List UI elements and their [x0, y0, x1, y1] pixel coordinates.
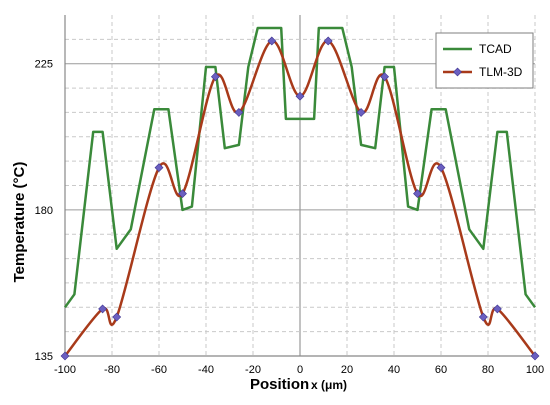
plot-frame — [64, 15, 535, 357]
y-tick-label: 180 — [35, 205, 53, 217]
y-tick-label: 225 — [35, 59, 53, 71]
legend: TCAD TLM-3D — [435, 32, 534, 89]
data-point-tlm3d — [436, 163, 446, 173]
x-tick-label: -100 — [54, 364, 76, 376]
x-tick-label: 80 — [482, 364, 494, 376]
data-point-tlm3d — [323, 36, 333, 46]
data-point-tlm3d — [267, 36, 277, 46]
x-tick-label: -60 — [151, 364, 167, 376]
series-line-tcad — [63, 26, 537, 309]
x-tick-label: -20 — [245, 364, 261, 376]
x-tick-label: -80 — [104, 364, 120, 376]
y-tick-label: 135 — [35, 351, 53, 363]
data-point-tlm3d — [492, 304, 502, 314]
y-axis-label: Temperature (°C) — [11, 162, 28, 283]
legend-label-tlm3d: TLM-3D — [479, 65, 523, 79]
legend-label-tcad: TCAD — [479, 42, 512, 56]
x-axis-label: Position — [250, 376, 309, 393]
data-point-tlm3d — [413, 189, 422, 199]
x-tick-label: 0 — [297, 364, 303, 376]
data-point-tlm3d — [178, 189, 187, 199]
x-tick-label: 60 — [435, 364, 447, 376]
data-point-tlm3d — [234, 108, 244, 117]
data-point-tlm3d — [478, 312, 488, 322]
data-point-tlm3d — [210, 72, 220, 82]
x-tick-label: 100 — [526, 364, 544, 376]
data-point-tlm3d — [530, 351, 540, 361]
x-tick-label: 20 — [341, 364, 353, 376]
data-point-tlm3d — [98, 304, 108, 314]
data-point-tlm3d — [380, 72, 390, 82]
x-tick-label: 40 — [388, 364, 400, 376]
data-point-tlm3d — [60, 351, 70, 361]
tick-labels: -100 -80 -60 -40 -20 0 20 40 60 80 100 135 180 225 — [35, 59, 545, 376]
x-tick-label: -40 — [198, 364, 214, 376]
legend-marker-tlm3d — [453, 67, 462, 77]
data-point-tlm3d — [356, 108, 366, 117]
series-layer — [60, 26, 540, 361]
data-point-tlm3d — [154, 163, 164, 173]
x-axis-unit-label: x (μm) — [311, 378, 347, 392]
legend-box — [435, 32, 534, 89]
data-point-tlm3d — [112, 312, 122, 322]
data-point-tlm3d — [295, 91, 305, 101]
